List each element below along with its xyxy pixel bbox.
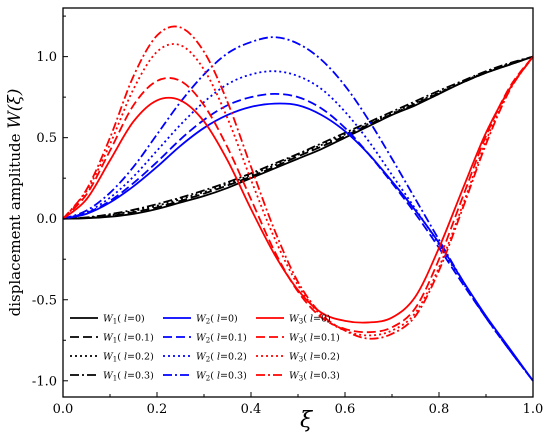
legend-label-w3-l0: W3( l=0) [289, 314, 331, 326]
x-tick-label: 0.4 [241, 402, 262, 417]
y-tick-label: -0.5 [32, 293, 57, 308]
series-line-w1-l0.1 [62, 55, 534, 220]
y-tick-label: 0.0 [36, 212, 57, 227]
legend-label-w1-l0: W1( l=0) [103, 314, 145, 326]
y-tick-label: 1.0 [36, 50, 57, 65]
x-tick-label: 0.8 [429, 402, 450, 417]
series-line-w3-l0.2 [62, 43, 534, 337]
y-tick-label: 0.5 [36, 131, 57, 146]
x-tick-label: 0.6 [335, 402, 356, 417]
series-lines [62, 25, 534, 382]
series-line-w3-l0.1 [62, 56, 534, 334]
legend-label-w2-l0: W2( l=0) [196, 314, 238, 326]
y-axis-label: displacement amplitude W(ξ) [5, 89, 25, 317]
y-axis: -1.0 -0.5 0.0 0.5 1.0 [32, 15, 68, 389]
x-axis: 0.0 0.2 0.4 0.6 0.8 1.0 [53, 392, 544, 417]
legend-label-w1-l0.3: W1( l=0.3) [103, 371, 154, 383]
y-tick-label: -1.0 [32, 374, 57, 389]
x-tick-label: 0.0 [53, 402, 74, 417]
series-line-w2-l0.1 [62, 93, 534, 382]
series-line-w3-l0.3 [62, 25, 534, 340]
legend-label-w1-l0.1: W1( l=0.1) [103, 333, 154, 345]
series-line-w1-l0.3 [62, 55, 534, 220]
series-line-w2-l0.3 [62, 36, 534, 382]
legend-label-w3-l0.2: W3( l=0.2) [289, 352, 340, 364]
legend-label-w1-l0.2: W1( l=0.2) [103, 352, 154, 364]
x-tick-label: 1.0 [523, 402, 544, 417]
legend: W1( l=0) W1( l=0.1) W1( l=0.2) W1( l=0.3) W2… [70, 314, 340, 383]
legend-label-w2-l0.1: W2( l=0.1) [196, 333, 247, 345]
legend-label-w3-l0.1: W3( l=0.1) [289, 333, 340, 345]
legend-label-w2-l0.3: W2( l=0.3) [196, 371, 247, 383]
legend-label-w2-l0.2: W2( l=0.2) [196, 352, 247, 364]
x-tick-label: 0.2 [147, 402, 168, 417]
series-line-w3-l0 [62, 56, 534, 324]
legend-label-w3-l0.3: W3( l=0.3) [289, 371, 340, 383]
x-axis-label: ξ [300, 408, 314, 433]
